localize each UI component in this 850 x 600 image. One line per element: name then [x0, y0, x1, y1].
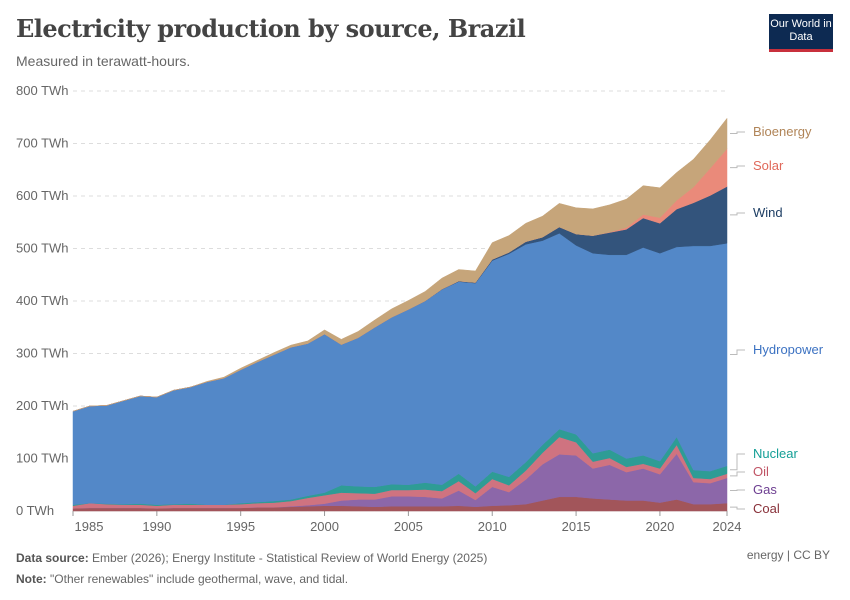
legend-label-bioenergy[interactable]: Bioenergy	[753, 124, 812, 139]
legend-connector	[730, 131, 745, 135]
x-tick-label: 2015	[562, 519, 591, 534]
note-text: "Other renewables" include geothermal, w…	[50, 572, 349, 586]
y-tick-label: 200 TWh	[16, 398, 69, 413]
x-tick-label: 2005	[394, 519, 423, 534]
x-tick-label: 1990	[142, 519, 171, 534]
legend-label-hydropower[interactable]: Hydropower	[753, 342, 824, 357]
legend-label-oil[interactable]: Oil	[753, 464, 769, 479]
x-tick-label: 2024	[713, 519, 742, 534]
y-tick-label: 800 TWh	[16, 83, 69, 98]
license[interactable]: energy | CC BY	[746, 548, 830, 562]
footer: Data source: Ember (2026); Energy Instit…	[16, 548, 487, 590]
x-tick-label: 2000	[310, 519, 339, 534]
legend-label-nuclear[interactable]: Nuclear	[753, 446, 798, 461]
y-tick-label: 400 TWh	[16, 293, 69, 308]
source-text[interactable]: Ember (2026); Energy Institute - Statist…	[92, 551, 488, 565]
x-tick-label: 2020	[645, 519, 674, 534]
y-tick-label: 700 TWh	[16, 136, 69, 151]
y-tick-label: 0 TWh	[16, 503, 54, 518]
owid-logo[interactable]: Our World in Data	[769, 14, 833, 52]
x-tick-label: 2010	[478, 519, 507, 534]
y-tick-label: 600 TWh	[16, 188, 69, 203]
legend-label-coal[interactable]: Coal	[753, 501, 780, 516]
source-label: Data source:	[16, 551, 89, 565]
y-tick-label: 300 TWh	[16, 346, 69, 361]
legend-label-wind[interactable]: Wind	[753, 205, 783, 220]
legend-connector	[730, 506, 745, 510]
chart-title: Electricity production by source, Brazil	[16, 14, 526, 43]
legend-label-gas[interactable]: Gas	[753, 482, 777, 497]
legend-connector	[730, 165, 745, 169]
area-bioenergy[interactable]	[72, 117, 728, 412]
legend-connector	[730, 349, 745, 356]
legend-connector	[730, 489, 745, 492]
y-tick-label: 100 TWh	[16, 451, 69, 466]
x-tick-label: 1985	[75, 519, 104, 534]
legend-connector	[730, 212, 745, 216]
chart-subtitle: Measured in terawatt-hours.	[16, 53, 191, 69]
legend-connector	[730, 453, 745, 471]
note-label: Note:	[16, 572, 47, 586]
x-tick-label: 1995	[226, 519, 255, 534]
legend-connector	[730, 471, 745, 477]
legend-label-solar[interactable]: Solar	[753, 158, 784, 173]
y-tick-label: 500 TWh	[16, 241, 69, 256]
